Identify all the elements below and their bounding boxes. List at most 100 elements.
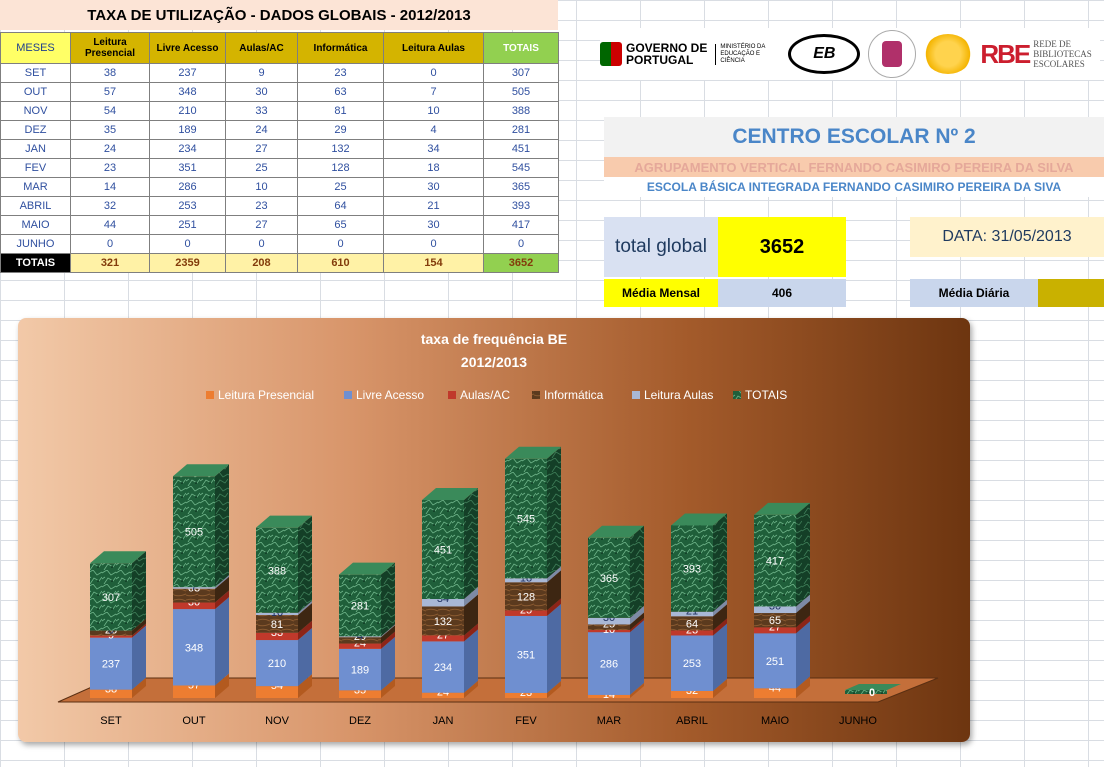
bar-side bbox=[132, 625, 146, 690]
media-diaria-value bbox=[1038, 279, 1104, 307]
data-label: 365 bbox=[600, 573, 618, 585]
table-row: DEZ 35 189 24 29 4 281 bbox=[0, 120, 559, 140]
bar-segment bbox=[671, 616, 713, 631]
bar-segment bbox=[754, 688, 796, 698]
legend-swatch bbox=[448, 391, 456, 399]
eb-logo: EB bbox=[788, 34, 861, 74]
legend-swatch bbox=[206, 391, 214, 399]
data-label: 393 bbox=[683, 564, 701, 576]
bar-segment bbox=[588, 632, 630, 695]
legend-swatch bbox=[344, 391, 352, 399]
data-label: 234 bbox=[434, 662, 452, 674]
chart-title: taxa de frequência BE bbox=[421, 331, 567, 347]
bar-side bbox=[132, 623, 146, 638]
data-label: 64 bbox=[686, 618, 698, 630]
value-cell: 30 bbox=[225, 82, 298, 102]
bar-segment bbox=[90, 635, 132, 638]
bar-side bbox=[630, 620, 644, 695]
bar-side bbox=[713, 623, 727, 691]
value-cell: 24 bbox=[70, 139, 150, 159]
value-cell: 351 bbox=[149, 158, 226, 178]
value-cell: 128 bbox=[297, 158, 384, 178]
bar-segment bbox=[256, 615, 298, 633]
data-label: 81 bbox=[271, 619, 283, 631]
value-cell: 0 bbox=[149, 234, 226, 254]
bar-segment bbox=[339, 643, 381, 649]
table-row: MAR 14 286 10 25 30 365 bbox=[0, 177, 559, 197]
bar-segment bbox=[671, 525, 713, 612]
bar-side bbox=[381, 636, 395, 691]
value-cell: 23 bbox=[297, 63, 384, 83]
date-label: DATA: 31/05/2013 bbox=[910, 217, 1104, 257]
column-header: Leitura Presencial bbox=[70, 32, 150, 64]
bar-side bbox=[215, 590, 229, 610]
data-label: 281 bbox=[351, 600, 369, 612]
bar-stack: 0 bbox=[845, 684, 901, 699]
data-label: 128 bbox=[517, 591, 535, 603]
bar-side bbox=[796, 594, 810, 614]
value-cell: 365 bbox=[483, 177, 559, 197]
bar-side bbox=[630, 617, 644, 633]
value-cell: 24 bbox=[225, 120, 298, 140]
bar-top bbox=[588, 525, 644, 538]
bar-segment bbox=[422, 500, 464, 600]
value-cell: 54 bbox=[70, 101, 150, 121]
x-tick-label: SET bbox=[100, 715, 122, 727]
bar-segment bbox=[754, 613, 796, 628]
sun-mascot-icon bbox=[924, 34, 973, 74]
bar-side bbox=[713, 599, 727, 617]
bar-segment bbox=[845, 690, 887, 694]
bar-segment bbox=[339, 637, 381, 644]
data-label: 388 bbox=[268, 565, 286, 577]
value-cell: 18 bbox=[383, 158, 484, 178]
data-label: 417 bbox=[766, 556, 784, 568]
bar-segment bbox=[173, 602, 215, 610]
value-cell: 33 bbox=[225, 101, 298, 121]
value-cell: 189 bbox=[149, 120, 226, 140]
bar-segment bbox=[256, 527, 298, 613]
bar-segment bbox=[339, 574, 381, 637]
month-cell: JUNHO bbox=[0, 234, 71, 254]
value-cell: 9 bbox=[225, 63, 298, 83]
data-label: 253 bbox=[683, 658, 701, 670]
stacked-bar-chart: taxa de frequência BE 2012/2013 Leitura … bbox=[57, 331, 939, 727]
bar-side bbox=[381, 562, 395, 637]
table-row: JAN 24 234 27 132 34 451 bbox=[0, 139, 559, 159]
bar-side bbox=[215, 576, 229, 603]
value-cell: 64 bbox=[297, 196, 384, 216]
bar-segment bbox=[422, 692, 464, 698]
bar-side bbox=[630, 525, 644, 618]
bar-side bbox=[547, 566, 561, 583]
bar-segment bbox=[671, 690, 713, 698]
bar-side bbox=[298, 515, 312, 613]
bar-segment bbox=[505, 610, 547, 616]
bar-side bbox=[464, 594, 478, 636]
value-cell: 27 bbox=[225, 139, 298, 159]
bar-side bbox=[464, 680, 478, 698]
value-cell: 30 bbox=[383, 177, 484, 197]
value-cell: 505 bbox=[483, 82, 559, 102]
data-label: 307 bbox=[102, 592, 120, 604]
legend-swatch bbox=[532, 391, 540, 399]
table-header-row: MESES Leitura Presencial Livre Acesso Aulas… bbox=[0, 32, 559, 64]
chart-frame[interactable]: taxa de frequência BE 2012/2013 Leitura … bbox=[18, 318, 970, 742]
data-label: 0 bbox=[869, 687, 875, 699]
total-cell: 2359 bbox=[149, 253, 226, 273]
data-label: 451 bbox=[434, 545, 452, 557]
data-label: 251 bbox=[766, 656, 784, 668]
governo-portugal-logo: GOVERNO DE PORTUGAL bbox=[600, 42, 707, 66]
bar-segment bbox=[339, 690, 381, 698]
bar-segment bbox=[671, 630, 713, 636]
x-tick-label: MAIO bbox=[761, 715, 790, 727]
month-cell: MAR bbox=[0, 177, 71, 197]
bar-segment bbox=[754, 606, 796, 614]
bar-segment bbox=[256, 640, 298, 687]
bar-side bbox=[215, 673, 229, 698]
total-cell: 3652 bbox=[483, 253, 559, 273]
bar-side bbox=[381, 624, 395, 638]
bar-side bbox=[713, 618, 727, 636]
